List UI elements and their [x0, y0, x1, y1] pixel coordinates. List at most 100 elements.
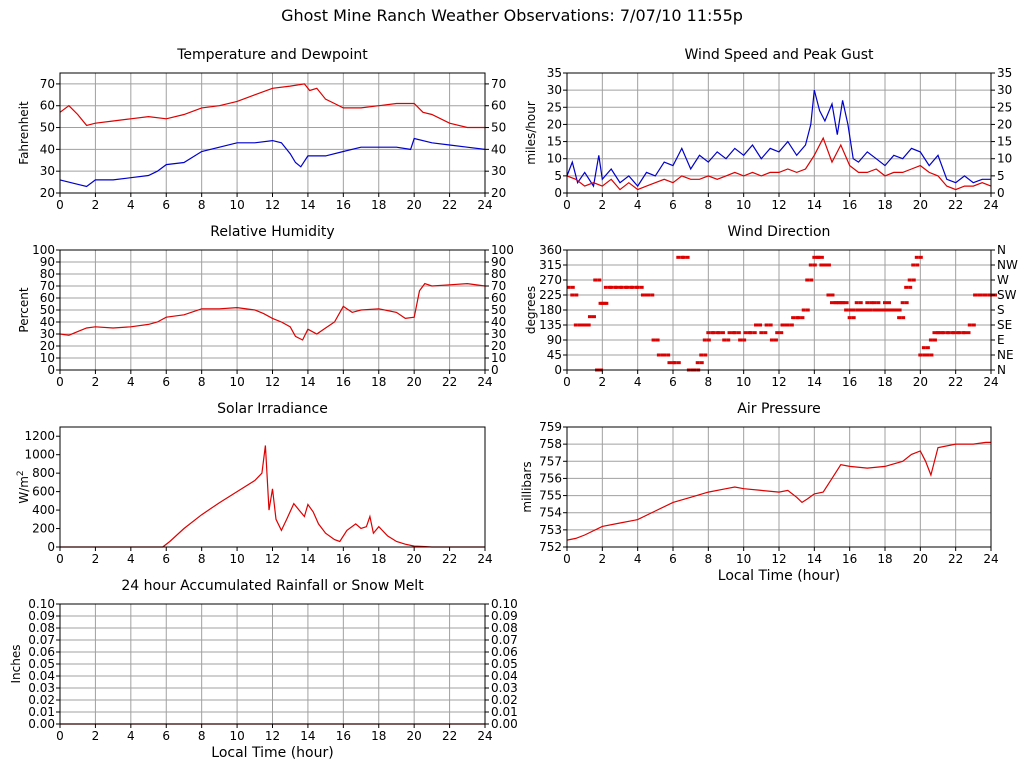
wind-direction-compass-label: NE: [997, 348, 1014, 362]
humidity-ytick-label: 90: [40, 255, 55, 269]
temperature-xtick-label: 14: [300, 198, 315, 212]
wind-direction-point: [593, 278, 598, 282]
humidity-ytick-right-label: 90: [491, 255, 506, 269]
humidity-ytick-label: 60: [40, 291, 55, 305]
humidity-series-line: [59, 282, 486, 341]
solar-xtick-label: 22: [442, 552, 457, 566]
wind-direction-point: [716, 331, 721, 335]
solar-xtick-label: 0: [56, 552, 64, 566]
wind-direction-compass-label: SE: [997, 318, 1012, 332]
humidity-xtick-label: 20: [407, 375, 422, 389]
rainfall-chart: 24 hour Accumulated Rainfall or Snow Mel…: [9, 578, 518, 761]
temperature-xtick-label: 6: [162, 198, 170, 212]
wind-direction-compass-label: W: [997, 273, 1009, 287]
humidity-ytick-right-label: 40: [491, 315, 506, 329]
wind-direction-ytick-label: 315: [539, 258, 562, 272]
pressure-xtick-label: 14: [807, 552, 822, 566]
wind-direction-point: [918, 255, 923, 259]
humidity-ytick-label: 50: [40, 303, 55, 317]
wind-direction-point: [908, 285, 913, 289]
wind-speed-xtick-label: 10: [736, 198, 751, 212]
rainfall-ytick-right-label: 0.07: [491, 633, 518, 647]
humidity-ytick-right-label: 30: [491, 327, 506, 341]
wind-speed-ytick-label: 20: [547, 117, 562, 131]
rainfall-xtick-label: 24: [477, 729, 492, 743]
wind-direction-point: [883, 301, 887, 305]
wind-direction-point: [805, 278, 810, 282]
rainfall-ytick-right-label: 0.00: [491, 717, 518, 731]
wind-direction-point: [819, 255, 824, 259]
rainfall-xtick-label: 12: [265, 729, 280, 743]
temperature-xtick-label: 18: [371, 198, 386, 212]
wind-direction-ytick-label: 360: [539, 243, 562, 257]
wind-direction-ytick-label: 180: [539, 303, 562, 317]
rainfall-ytick-label: 0.06: [28, 645, 55, 659]
wind-direction-point: [666, 353, 671, 357]
wind-direction-point: [791, 316, 796, 320]
rainfall-ytick-label: 0.01: [28, 705, 55, 719]
wind-direction-title: Wind Direction: [728, 224, 831, 240]
temperature-ytick-right-label: 20: [491, 186, 506, 200]
wind-direction-point: [925, 353, 930, 357]
wind-speed-xtick-label: 8: [705, 198, 713, 212]
wind-direction-point: [918, 353, 923, 357]
solar-xtick-label: 4: [127, 552, 135, 566]
wind-direction-ytick-label: 90: [547, 333, 562, 347]
wind-speed-xtick-label: 4: [634, 198, 642, 212]
wind-direction-point: [591, 315, 596, 319]
pressure-ytick-label: 757: [539, 454, 562, 468]
wind-direction-point: [805, 308, 810, 312]
wind-speed-xtick-label: 0: [563, 198, 571, 212]
humidity-xtick-label: 24: [477, 375, 492, 389]
wind-speed-ytick-right-label: 30: [997, 83, 1012, 97]
wind-speed-ytick-label: 30: [547, 83, 562, 97]
wind-direction-point: [711, 331, 716, 335]
wind-direction-point: [780, 323, 785, 327]
wind-direction-point: [844, 301, 849, 305]
wind-direction-xtick-label: 4: [634, 375, 642, 389]
wind-direction-point: [883, 308, 888, 312]
wind-direction-point: [570, 285, 575, 289]
rainfall-ytick-label: 0.04: [28, 669, 55, 683]
wind-direction-point: [732, 331, 737, 335]
wind-direction-point: [655, 338, 660, 342]
pressure-xtick-label: 4: [634, 552, 642, 566]
wind-direction-point: [742, 338, 747, 342]
rainfall-xtick-label: 6: [162, 729, 170, 743]
wind-direction-point: [879, 308, 884, 312]
rainfall-xtick-label: 18: [371, 729, 386, 743]
rainfall-ytick-label: 0.09: [28, 609, 55, 623]
humidity-xtick-label: 18: [371, 375, 386, 389]
solar-plot-frame: [59, 426, 486, 548]
wind-direction-point: [904, 301, 909, 305]
wind-direction-point: [826, 263, 831, 267]
wind-direction-point: [929, 353, 934, 357]
wind-speed-ytick-right-label: 25: [997, 100, 1012, 114]
wind-direction-ytick-label: 0: [554, 363, 562, 377]
pressure-ytick-label: 753: [539, 523, 562, 537]
humidity-xtick-label: 16: [336, 375, 351, 389]
wind-speed-xtick-label: 12: [771, 198, 786, 212]
wind-direction-xtick-label: 20: [913, 375, 928, 389]
humidity-ytick-label: 70: [40, 279, 55, 293]
humidity-xtick-label: 14: [300, 375, 315, 389]
pressure-xtick-label: 10: [736, 552, 751, 566]
wind-direction-point: [855, 308, 860, 312]
wind-speed-ytick-label: 5: [554, 169, 562, 183]
wind-direction-point: [625, 285, 630, 289]
solar-ytick-label: 400: [32, 503, 55, 517]
wind-direction-point: [872, 308, 877, 312]
wind-speed-xtick-label: 24: [983, 198, 998, 212]
wind-direction-point: [941, 331, 946, 335]
wind-direction-ytick-label: 45: [547, 348, 562, 362]
wind-direction-point: [727, 331, 732, 335]
humidity-xtick-label: 6: [162, 375, 170, 389]
humidity-ytick-label: 10: [40, 351, 55, 365]
humidity-ytick-label: 30: [40, 327, 55, 341]
wind-speed-xtick-label: 6: [669, 198, 677, 212]
